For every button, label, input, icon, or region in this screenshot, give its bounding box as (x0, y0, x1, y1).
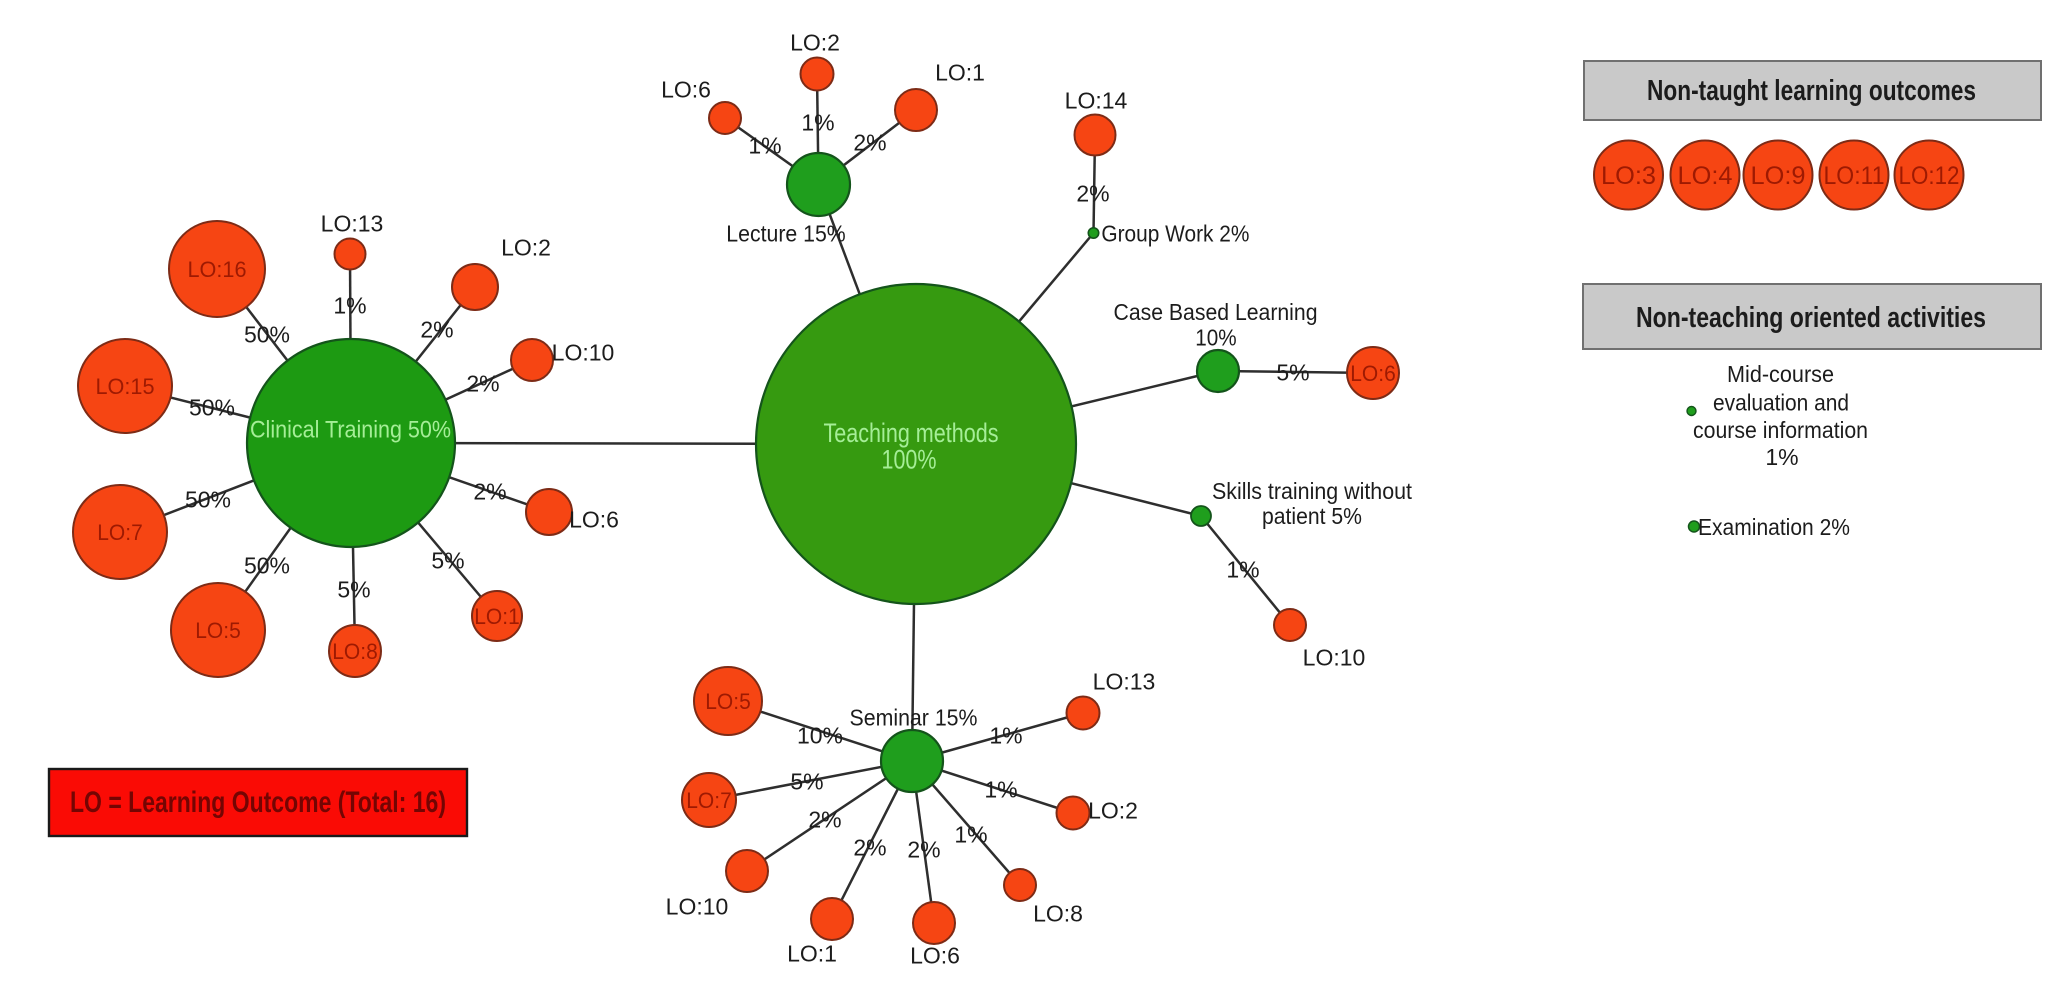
svg-text:LO:12: LO:12 (1899, 162, 1960, 190)
svg-text:2%: 2% (808, 807, 841, 833)
svg-text:1%: 1% (989, 723, 1022, 749)
svg-text:50%: 50% (185, 487, 231, 513)
svg-text:LO:8: LO:8 (332, 639, 378, 664)
svg-text:LO:10: LO:10 (1303, 645, 1366, 671)
svg-text:Teaching methods: Teaching methods (824, 418, 999, 448)
svg-text:Skills training without: Skills training without (1212, 478, 1413, 504)
svg-text:2%: 2% (420, 317, 453, 343)
svg-text:LO:4: LO:4 (1678, 162, 1733, 190)
svg-text:Examination 2%: Examination 2% (1698, 514, 1850, 540)
svg-text:Mid-course: Mid-course (1727, 361, 1834, 387)
svg-text:1%: 1% (984, 777, 1017, 803)
svg-text:LO:6: LO:6 (661, 77, 711, 103)
svg-text:5%: 5% (431, 548, 464, 574)
svg-text:LO:8: LO:8 (1033, 901, 1083, 927)
svg-text:2%: 2% (473, 479, 506, 505)
svg-text:Case Based Learning: Case Based Learning (1114, 299, 1318, 325)
svg-text:LO:6: LO:6 (910, 943, 960, 969)
svg-text:LO:1: LO:1 (474, 604, 520, 629)
svg-text:LO:6: LO:6 (1350, 361, 1396, 386)
svg-text:LO:6: LO:6 (569, 507, 619, 533)
svg-text:LO:2: LO:2 (790, 30, 840, 56)
svg-text:Seminar 15%: Seminar 15% (850, 705, 978, 731)
svg-text:Group Work 2%: Group Work 2% (1101, 221, 1249, 247)
svg-text:100%: 100% (882, 445, 937, 475)
svg-text:LO:9: LO:9 (1751, 162, 1806, 190)
svg-text:Non-teaching oriented activiti: Non-teaching oriented activities (1636, 302, 1986, 334)
svg-text:Non-taught learning outcomes: Non-taught learning outcomes (1647, 75, 1976, 107)
svg-text:50%: 50% (189, 395, 235, 421)
svg-text:LO:7: LO:7 (686, 788, 732, 813)
svg-text:5%: 5% (790, 769, 823, 795)
svg-text:LO:7: LO:7 (97, 520, 143, 545)
svg-text:LO:15: LO:15 (96, 374, 155, 399)
svg-text:LO:1: LO:1 (787, 941, 837, 967)
svg-text:1%: 1% (801, 110, 834, 136)
svg-text:10%: 10% (797, 723, 843, 749)
svg-text:2%: 2% (853, 835, 886, 861)
svg-text:LO:5: LO:5 (195, 618, 241, 643)
svg-text:2%: 2% (466, 371, 499, 397)
svg-text:2%: 2% (853, 130, 886, 156)
svg-text:5%: 5% (1276, 360, 1309, 386)
svg-text:1%: 1% (748, 133, 781, 159)
svg-text:1%: 1% (333, 293, 366, 319)
svg-text:LO:3: LO:3 (1601, 162, 1656, 190)
svg-text:LO:2: LO:2 (1088, 798, 1138, 824)
svg-text:LO:5: LO:5 (705, 689, 751, 714)
svg-text:LO:10: LO:10 (666, 894, 729, 920)
svg-text:50%: 50% (244, 553, 290, 579)
svg-text:10%: 10% (1195, 325, 1236, 351)
svg-text:Lecture 15%: Lecture 15% (726, 221, 845, 247)
svg-text:1%: 1% (1226, 557, 1259, 583)
svg-text:1%: 1% (1765, 444, 1798, 470)
svg-text:LO:16: LO:16 (188, 257, 247, 282)
svg-text:LO:13: LO:13 (321, 211, 384, 237)
svg-text:LO:11: LO:11 (1824, 162, 1885, 190)
svg-text:course information: course information (1693, 417, 1868, 443)
svg-text:LO:10: LO:10 (552, 340, 615, 366)
svg-text:1%: 1% (954, 822, 987, 848)
svg-text:2%: 2% (1076, 181, 1109, 207)
svg-text:LO:14: LO:14 (1065, 88, 1128, 114)
svg-text:LO = Learning Outcome (Total:: LO = Learning Outcome (Total: 16) (70, 786, 446, 819)
svg-text:patient 5%: patient 5% (1262, 503, 1362, 529)
svg-text:LO:2: LO:2 (501, 235, 551, 261)
svg-text:LO:1: LO:1 (935, 60, 985, 86)
svg-text:evaluation and: evaluation and (1713, 390, 1849, 416)
svg-text:Clinical Training 50%: Clinical Training 50% (250, 417, 451, 444)
svg-text:2%: 2% (907, 837, 940, 863)
svg-text:5%: 5% (337, 577, 370, 603)
svg-text:LO:13: LO:13 (1093, 669, 1156, 695)
svg-text:50%: 50% (244, 322, 290, 348)
